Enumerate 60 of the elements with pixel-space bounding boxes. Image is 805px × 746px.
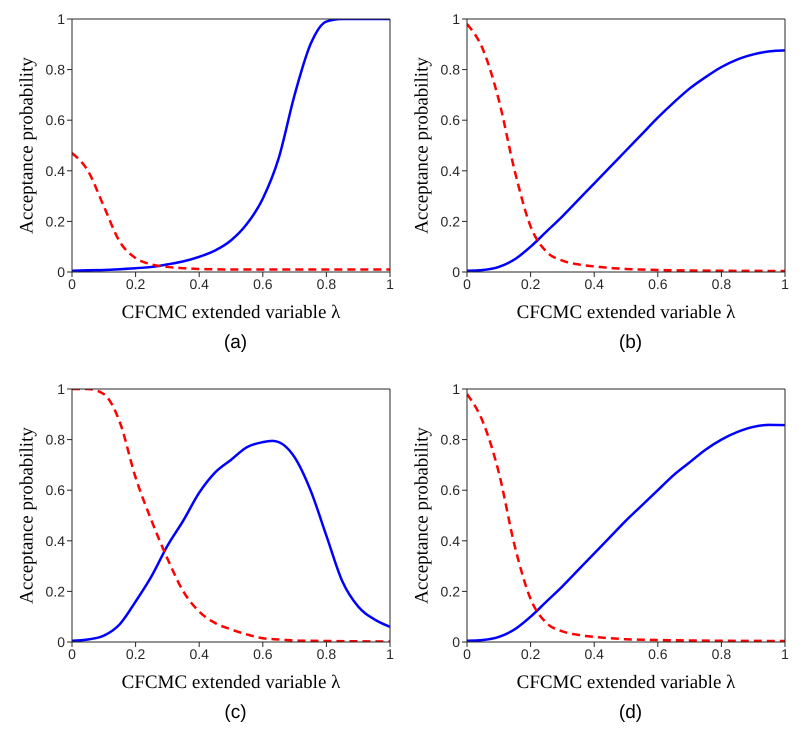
x-axis-title: CFCMC extended variable λ xyxy=(122,302,342,323)
y-tick-label: 1 xyxy=(452,10,460,27)
y-axis-title: Acceptance probability xyxy=(412,426,433,604)
y-tick-label: 0 xyxy=(57,634,66,650)
x-tick-label: 0.4 xyxy=(189,646,210,662)
y-tick-label: 0.4 xyxy=(46,532,66,549)
y-tick-label: 1 xyxy=(57,380,66,397)
x-tick-label: 0.6 xyxy=(648,276,668,292)
x-tick-label: 0.2 xyxy=(126,276,146,292)
x-tick-label: 0.6 xyxy=(253,276,273,292)
x-tick-label: 0.8 xyxy=(712,646,732,662)
x-tick-label: 0.6 xyxy=(648,646,668,662)
y-axis-title: Acceptance probability xyxy=(16,426,38,604)
x-tick-label: 0.8 xyxy=(316,276,336,292)
y-tick-label: 0.6 xyxy=(46,482,66,498)
y-tick-label: 1 xyxy=(452,380,460,397)
y-axis-title: Acceptance probability xyxy=(16,56,38,234)
y-tick-label: 0.2 xyxy=(440,583,460,600)
x-tick-label: 0 xyxy=(463,276,472,292)
x-axis-title: CFCMC extended variable λ xyxy=(122,672,342,693)
y-tick-label: 0.8 xyxy=(46,432,66,448)
x-tick-label: 1 xyxy=(386,276,394,292)
y-axis-title: Acceptance probability xyxy=(412,56,433,234)
x-tick-label: 0 xyxy=(68,646,76,662)
y-tick-label: 0.8 xyxy=(440,432,460,448)
y-tick-label: 0.2 xyxy=(46,213,66,230)
text: (c) xyxy=(223,702,248,724)
x-tick-label: 1 xyxy=(781,276,790,292)
text: (d) xyxy=(618,702,644,724)
y-tick-label: 0.4 xyxy=(440,162,460,179)
y-tick-label: 0.2 xyxy=(440,213,460,230)
x-tick-label: 0.4 xyxy=(584,646,604,662)
x-tick-label: 1 xyxy=(781,646,790,662)
x-tick-label: 0.8 xyxy=(316,646,336,662)
x-tick-label: 0.8 xyxy=(712,276,732,292)
text: (a) xyxy=(222,332,248,354)
x-tick-label: 0.4 xyxy=(584,276,604,292)
x-tick-label: 0 xyxy=(68,276,76,292)
y-tick-label: 0.8 xyxy=(440,62,460,78)
y-tick-label: 0.2 xyxy=(46,583,66,600)
x-tick-label: 0.2 xyxy=(520,646,541,662)
x-tick-label: 1 xyxy=(386,646,394,662)
y-tick-label: 0.4 xyxy=(46,162,66,179)
y-tick-label: 0 xyxy=(452,634,460,650)
y-tick-label: 0.4 xyxy=(440,532,460,549)
y-tick-label: 0 xyxy=(57,264,66,280)
x-tick-label: 0 xyxy=(463,646,472,662)
y-tick-label: 1 xyxy=(57,10,66,27)
text: (b) xyxy=(618,332,644,354)
y-tick-label: 0.6 xyxy=(440,482,460,498)
y-tick-label: 0.8 xyxy=(46,62,66,78)
x-tick-label: 0.2 xyxy=(520,276,541,292)
x-tick-label: 0.2 xyxy=(126,646,146,662)
y-tick-label: 0.6 xyxy=(440,112,460,128)
x-tick-label: 0.6 xyxy=(253,646,273,662)
y-tick-label: 0.6 xyxy=(46,112,66,128)
x-axis-title: CFCMC extended variable λ xyxy=(516,672,736,693)
x-tick-label: 0.4 xyxy=(189,276,210,292)
x-axis-title: CFCMC extended variable λ xyxy=(516,302,736,323)
y-tick-label: 0 xyxy=(452,264,460,280)
